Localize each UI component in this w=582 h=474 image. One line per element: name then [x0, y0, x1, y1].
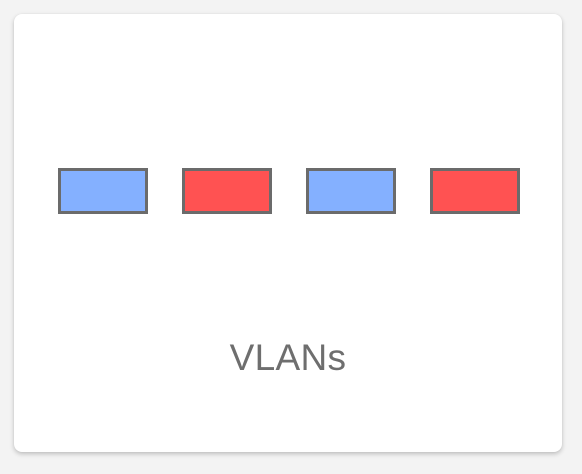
vlan-port-1-icon: [58, 168, 148, 214]
vlan-port-4-icon: [430, 168, 520, 214]
vlan-port-2-icon: [182, 168, 272, 214]
card-title: VLANs: [229, 337, 347, 378]
vlans-card[interactable]: VLANs: [14, 14, 562, 452]
vlan-port-3-icon: [306, 168, 396, 214]
vlan-icon: [58, 168, 520, 214]
